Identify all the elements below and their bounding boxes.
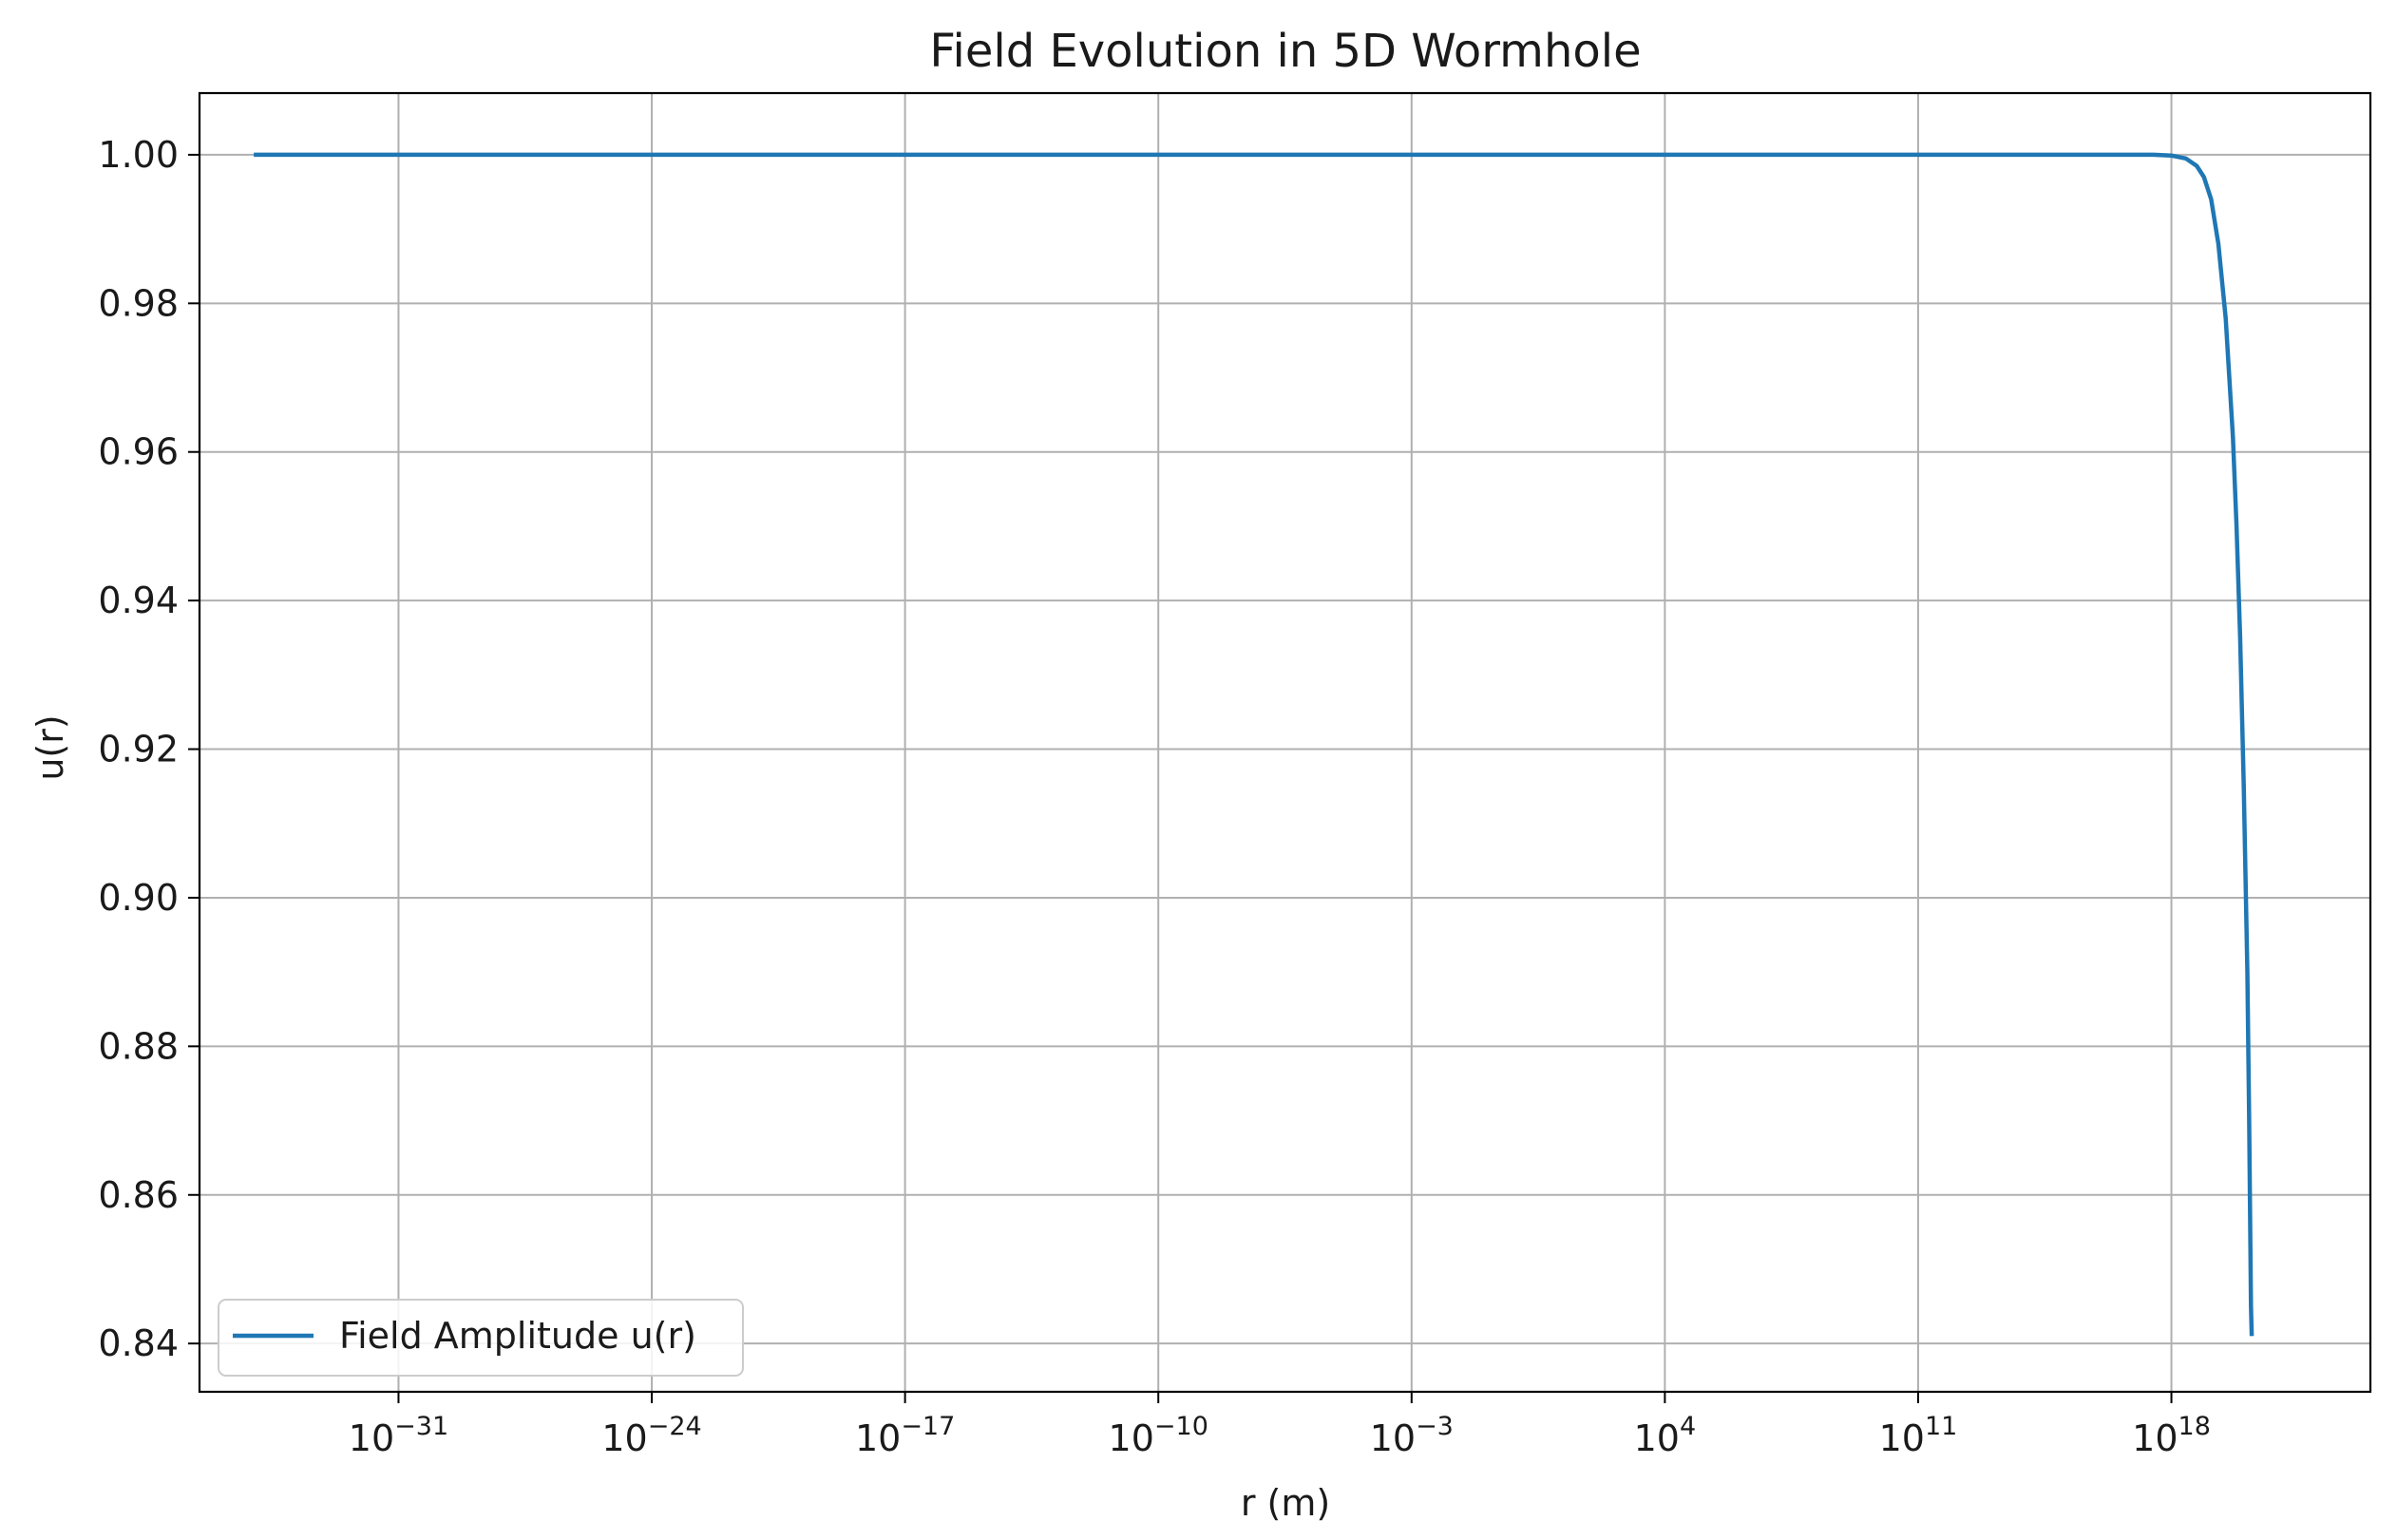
tick-layer: 10−31 10−24 10−17 10−10 10−3 104 1011 10181.000…: [98, 134, 2211, 1459]
x-tick-label: 1018: [2132, 1412, 2211, 1459]
y-axis-label: u(r): [29, 714, 71, 780]
y-tick-label: 0.84: [98, 1322, 179, 1364]
x-tick-label: 104: [1634, 1412, 1697, 1459]
x-tick-label: 10−3: [1370, 1412, 1454, 1459]
legend-frame: [218, 1299, 744, 1377]
x-tick-label: 10−17: [855, 1412, 955, 1459]
y-tick-label: 0.96: [98, 431, 179, 473]
x-tick-label: 1011: [1879, 1412, 1958, 1459]
x-tick-label: 10−31: [349, 1412, 448, 1459]
x-tick-label-exponent: 18: [2178, 1412, 2211, 1441]
x-tick-label-exponent: −10: [1154, 1412, 1208, 1441]
y-tick-label: 0.88: [98, 1025, 179, 1067]
legend: Field Amplitude u(r): [218, 1299, 744, 1377]
y-tick-label: 0.94: [98, 580, 179, 621]
y-tick-label: 1.00: [98, 134, 179, 176]
x-tick-label-exponent: 11: [1925, 1412, 1957, 1441]
x-tick-label-base: 10: [1109, 1417, 1154, 1459]
y-tick-label: 0.98: [98, 282, 179, 324]
x-tick-label-exponent: −31: [394, 1412, 448, 1441]
y-tick-label: 0.90: [98, 877, 179, 919]
x-tick-label: 10−24: [601, 1412, 701, 1459]
x-tick-label-base: 10: [601, 1417, 647, 1459]
legend-series-label: Field Amplitude u(r): [339, 1315, 696, 1357]
plot-frame: [198, 91, 2372, 1394]
x-tick-label-base: 10: [1370, 1417, 1416, 1459]
chart-title: Field Evolution in 5D Wormhole: [929, 25, 1641, 78]
x-tick-label-base: 10: [855, 1417, 901, 1459]
y-tick-label: 0.92: [98, 729, 179, 770]
x-tick-label-exponent: −17: [901, 1412, 955, 1441]
x-tick-label-exponent: 4: [1680, 1412, 1696, 1441]
x-tick-label-base: 10: [1879, 1417, 1925, 1459]
series-layer: [254, 152, 2254, 1337]
x-tick-label-exponent: −24: [648, 1412, 702, 1441]
x-tick-label-base: 10: [2132, 1417, 2178, 1459]
x-tick-label-base: 10: [1634, 1417, 1680, 1459]
y-tick-label: 0.86: [98, 1174, 179, 1216]
series-line-field-amplitude: [254, 152, 2254, 1337]
x-tick-label-base: 10: [349, 1417, 394, 1459]
x-tick-label: 10−10: [1109, 1412, 1208, 1459]
x-tick-label-exponent: −3: [1416, 1412, 1454, 1441]
x-axis-label: r (m): [1241, 1482, 1330, 1524]
